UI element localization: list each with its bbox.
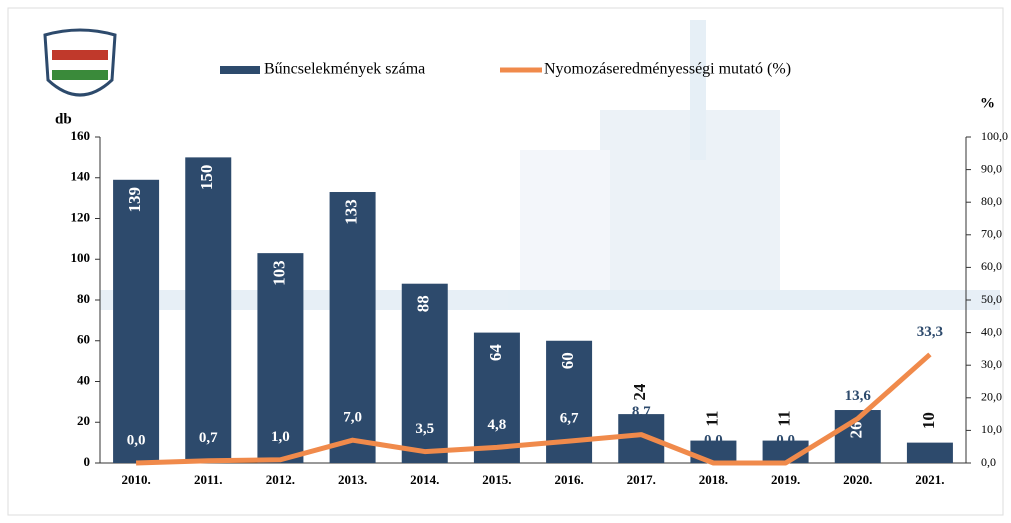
line-value-label: 0,7 — [199, 430, 218, 446]
y2-tick-label: 0,0 — [981, 455, 996, 469]
y-tick-label: 0 — [84, 454, 91, 469]
x-tick-label: 2017. — [627, 472, 656, 487]
bar-value-label: 88 — [414, 295, 433, 312]
line-value-label: 4,8 — [488, 417, 507, 433]
y-tick-label: 160 — [71, 128, 91, 143]
x-tick-label: 2018. — [699, 472, 728, 487]
line-value-label: 0,0 — [776, 432, 795, 448]
y-tick-label: 80 — [77, 291, 90, 306]
y2-tick-label: 60,0 — [981, 259, 1002, 273]
y-tick-label: 100 — [71, 250, 91, 265]
chart: db % 0 20 40 60 80 100 120 140 160 0,0 10,0 20,0 30,… — [0, 0, 1011, 523]
x-tick-label: 2019. — [771, 472, 800, 487]
x-tick-label: 2015. — [482, 472, 511, 487]
x-tick-label: 2014. — [410, 472, 439, 487]
y2-tick-label: 100,0 — [981, 129, 1008, 143]
line-value-label: 6,7 — [560, 411, 579, 427]
y-tick-label: 140 — [71, 169, 91, 184]
y2-tick-label: 10,0 — [981, 422, 1002, 436]
y-tick-label: 20 — [77, 413, 90, 428]
x-tick-label: 2020. — [843, 472, 872, 487]
y2-tick-label: 90,0 — [981, 161, 1002, 175]
line-value-label: 8,7 — [632, 404, 651, 420]
y-axis-label: db — [55, 111, 72, 127]
y2-tick-label: 20,0 — [981, 390, 1002, 404]
x-tick-label: 2012. — [266, 472, 295, 487]
y2-tick-label: 70,0 — [981, 227, 1002, 241]
x-tick-label: 2016. — [554, 472, 583, 487]
bar-value-label: 139 — [125, 187, 144, 213]
x-tick-label: 2011. — [194, 472, 223, 487]
y2-tick-label: 50,0 — [981, 292, 1002, 306]
legend-label: Bűncselekmények száma — [264, 61, 425, 78]
line-value-label: 0,0 — [704, 432, 723, 448]
logo — [45, 30, 115, 95]
bar-value-label: 24 — [630, 383, 649, 401]
y-tick-label: 40 — [77, 372, 90, 387]
legend-label: Nyomozáseredményességi mutató (%) — [544, 61, 791, 78]
bar — [185, 157, 231, 463]
bar-value-label: 11 — [774, 411, 793, 427]
line-value-label: 1,0 — [271, 429, 290, 445]
bar-value-label: 150 — [197, 165, 216, 191]
x-tick-label: 2010. — [121, 472, 150, 487]
y2-tick-label: 40,0 — [981, 324, 1002, 338]
bar-value-label: 133 — [341, 199, 360, 225]
bar-value-label: 11 — [702, 411, 721, 427]
y-tick-label: 60 — [77, 332, 90, 347]
bar-value-label: 60 — [558, 352, 577, 369]
y-tick-label: 120 — [71, 209, 91, 224]
bar — [113, 180, 159, 463]
bar-value-label: 103 — [269, 260, 288, 286]
bar-value-label: 64 — [486, 344, 505, 362]
legend-swatch — [220, 66, 260, 74]
bar-value-label: 10 — [919, 412, 938, 429]
bar — [907, 443, 953, 463]
x-tick-label: 2021. — [915, 472, 944, 487]
line-value-label: 7,0 — [343, 410, 362, 426]
x-tick-label: 2013. — [338, 472, 367, 487]
line-value-label: 0,0 — [127, 432, 146, 448]
y2-tick-label: 80,0 — [981, 194, 1002, 208]
line-value-label: 33,3 — [917, 324, 943, 340]
y2-tick-label: 30,0 — [981, 357, 1002, 371]
y2-axis-label: % — [980, 95, 995, 111]
line-value-label: 13,6 — [845, 388, 872, 404]
line-value-label: 3,5 — [415, 421, 434, 437]
